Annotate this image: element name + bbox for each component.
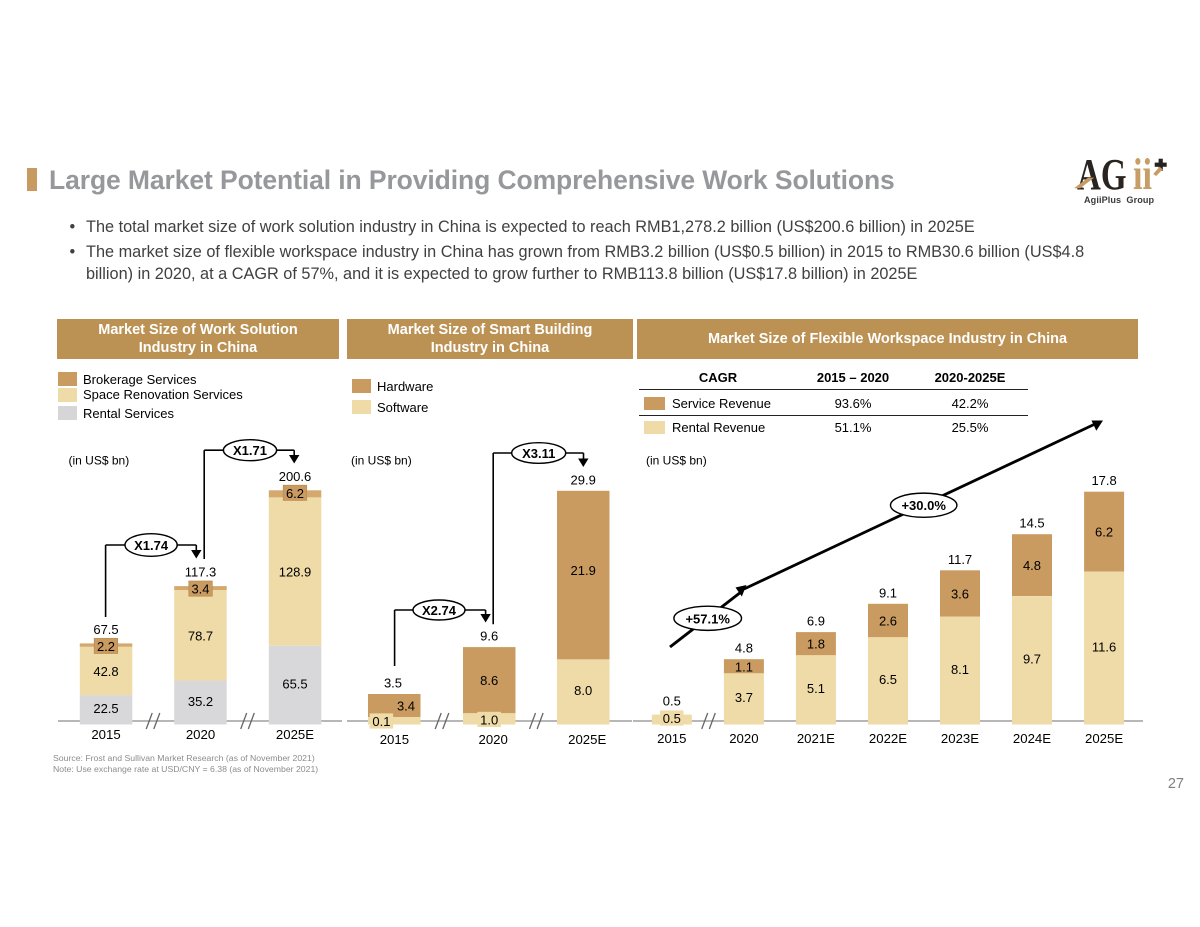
- svg-text:6.5: 6.5: [879, 672, 897, 687]
- svg-text:1.0: 1.0: [480, 712, 498, 727]
- svg-text:AG: AG: [1077, 150, 1126, 199]
- svg-text:128.9: 128.9: [279, 565, 312, 580]
- svg-text:2.2: 2.2: [97, 639, 115, 654]
- svg-text:14.5: 14.5: [1019, 516, 1044, 531]
- svg-text:(in US$ bn): (in US$ bn): [69, 454, 130, 468]
- svg-text:(in US$ bn): (in US$ bn): [646, 454, 707, 468]
- svg-text:67.5: 67.5: [93, 622, 118, 637]
- svg-text:X1.71: X1.71: [233, 443, 267, 458]
- svg-text:9.1: 9.1: [879, 585, 897, 600]
- svg-text:AgiiPlus Group: AgiiPlus Group: [1084, 195, 1155, 205]
- svg-text:2024E: 2024E: [1013, 731, 1051, 746]
- svg-text:8.0: 8.0: [574, 683, 592, 698]
- svg-text:0.5: 0.5: [663, 711, 681, 726]
- svg-text:1.8: 1.8: [807, 637, 825, 652]
- svg-text:ii: ii: [1133, 150, 1152, 199]
- svg-text:2023E: 2023E: [941, 731, 979, 746]
- svg-text:117.3: 117.3: [185, 565, 217, 580]
- svg-text:65.5: 65.5: [282, 676, 307, 691]
- svg-text:11.6: 11.6: [1092, 639, 1116, 654]
- svg-text:8.1: 8.1: [951, 662, 969, 677]
- svg-text:78.7: 78.7: [188, 628, 213, 643]
- svg-text:X3.11: X3.11: [522, 446, 555, 461]
- svg-text:2022E: 2022E: [869, 731, 907, 746]
- svg-text:29.9: 29.9: [571, 472, 596, 487]
- svg-text:22.5: 22.5: [93, 701, 118, 716]
- svg-text:3.5: 3.5: [384, 676, 402, 691]
- svg-text:2015: 2015: [380, 732, 409, 747]
- svg-text:9.6: 9.6: [480, 629, 498, 644]
- svg-text:2020: 2020: [729, 731, 758, 746]
- svg-text:0.1: 0.1: [372, 714, 390, 729]
- svg-text:6.2: 6.2: [286, 486, 304, 501]
- svg-text:2021E: 2021E: [797, 731, 835, 746]
- svg-text:17.8: 17.8: [1091, 473, 1116, 488]
- svg-text:6.9: 6.9: [807, 614, 825, 629]
- svg-text:3.6: 3.6: [951, 587, 969, 602]
- svg-text:5.1: 5.1: [807, 681, 825, 696]
- svg-text:2025E: 2025E: [568, 732, 606, 747]
- svg-text:9.7: 9.7: [1023, 652, 1041, 667]
- svg-text:+57.1%: +57.1%: [685, 611, 730, 626]
- svg-text:+30.0%: +30.0%: [901, 498, 946, 513]
- svg-text:2020: 2020: [186, 727, 215, 742]
- svg-text:2020: 2020: [479, 732, 508, 747]
- svg-text:200.6: 200.6: [279, 469, 312, 484]
- svg-text:42.8: 42.8: [93, 664, 118, 679]
- svg-text:2.6: 2.6: [879, 614, 897, 629]
- svg-text:6.2: 6.2: [1095, 525, 1113, 540]
- svg-text:21.9: 21.9: [571, 563, 596, 578]
- svg-text:3.7: 3.7: [735, 690, 753, 705]
- svg-text:2015: 2015: [91, 727, 120, 742]
- svg-text:3.4: 3.4: [191, 582, 209, 597]
- svg-text:(in US$ bn): (in US$ bn): [351, 454, 412, 468]
- svg-text:X1.74: X1.74: [134, 538, 169, 553]
- svg-text:2015: 2015: [657, 731, 686, 746]
- svg-text:1.1: 1.1: [735, 659, 753, 674]
- svg-text:11.7: 11.7: [948, 552, 972, 567]
- svg-text:8.6: 8.6: [480, 673, 498, 688]
- svg-text:2025E: 2025E: [1085, 731, 1123, 746]
- svg-text:X2.74: X2.74: [422, 603, 457, 618]
- svg-text:4.8: 4.8: [735, 641, 753, 656]
- svg-text:0.5: 0.5: [663, 694, 681, 709]
- svg-text:35.2: 35.2: [188, 694, 213, 709]
- svg-text:4.8: 4.8: [1023, 558, 1041, 573]
- svg-text:2025E: 2025E: [276, 727, 314, 742]
- svg-text:3.4: 3.4: [397, 699, 415, 714]
